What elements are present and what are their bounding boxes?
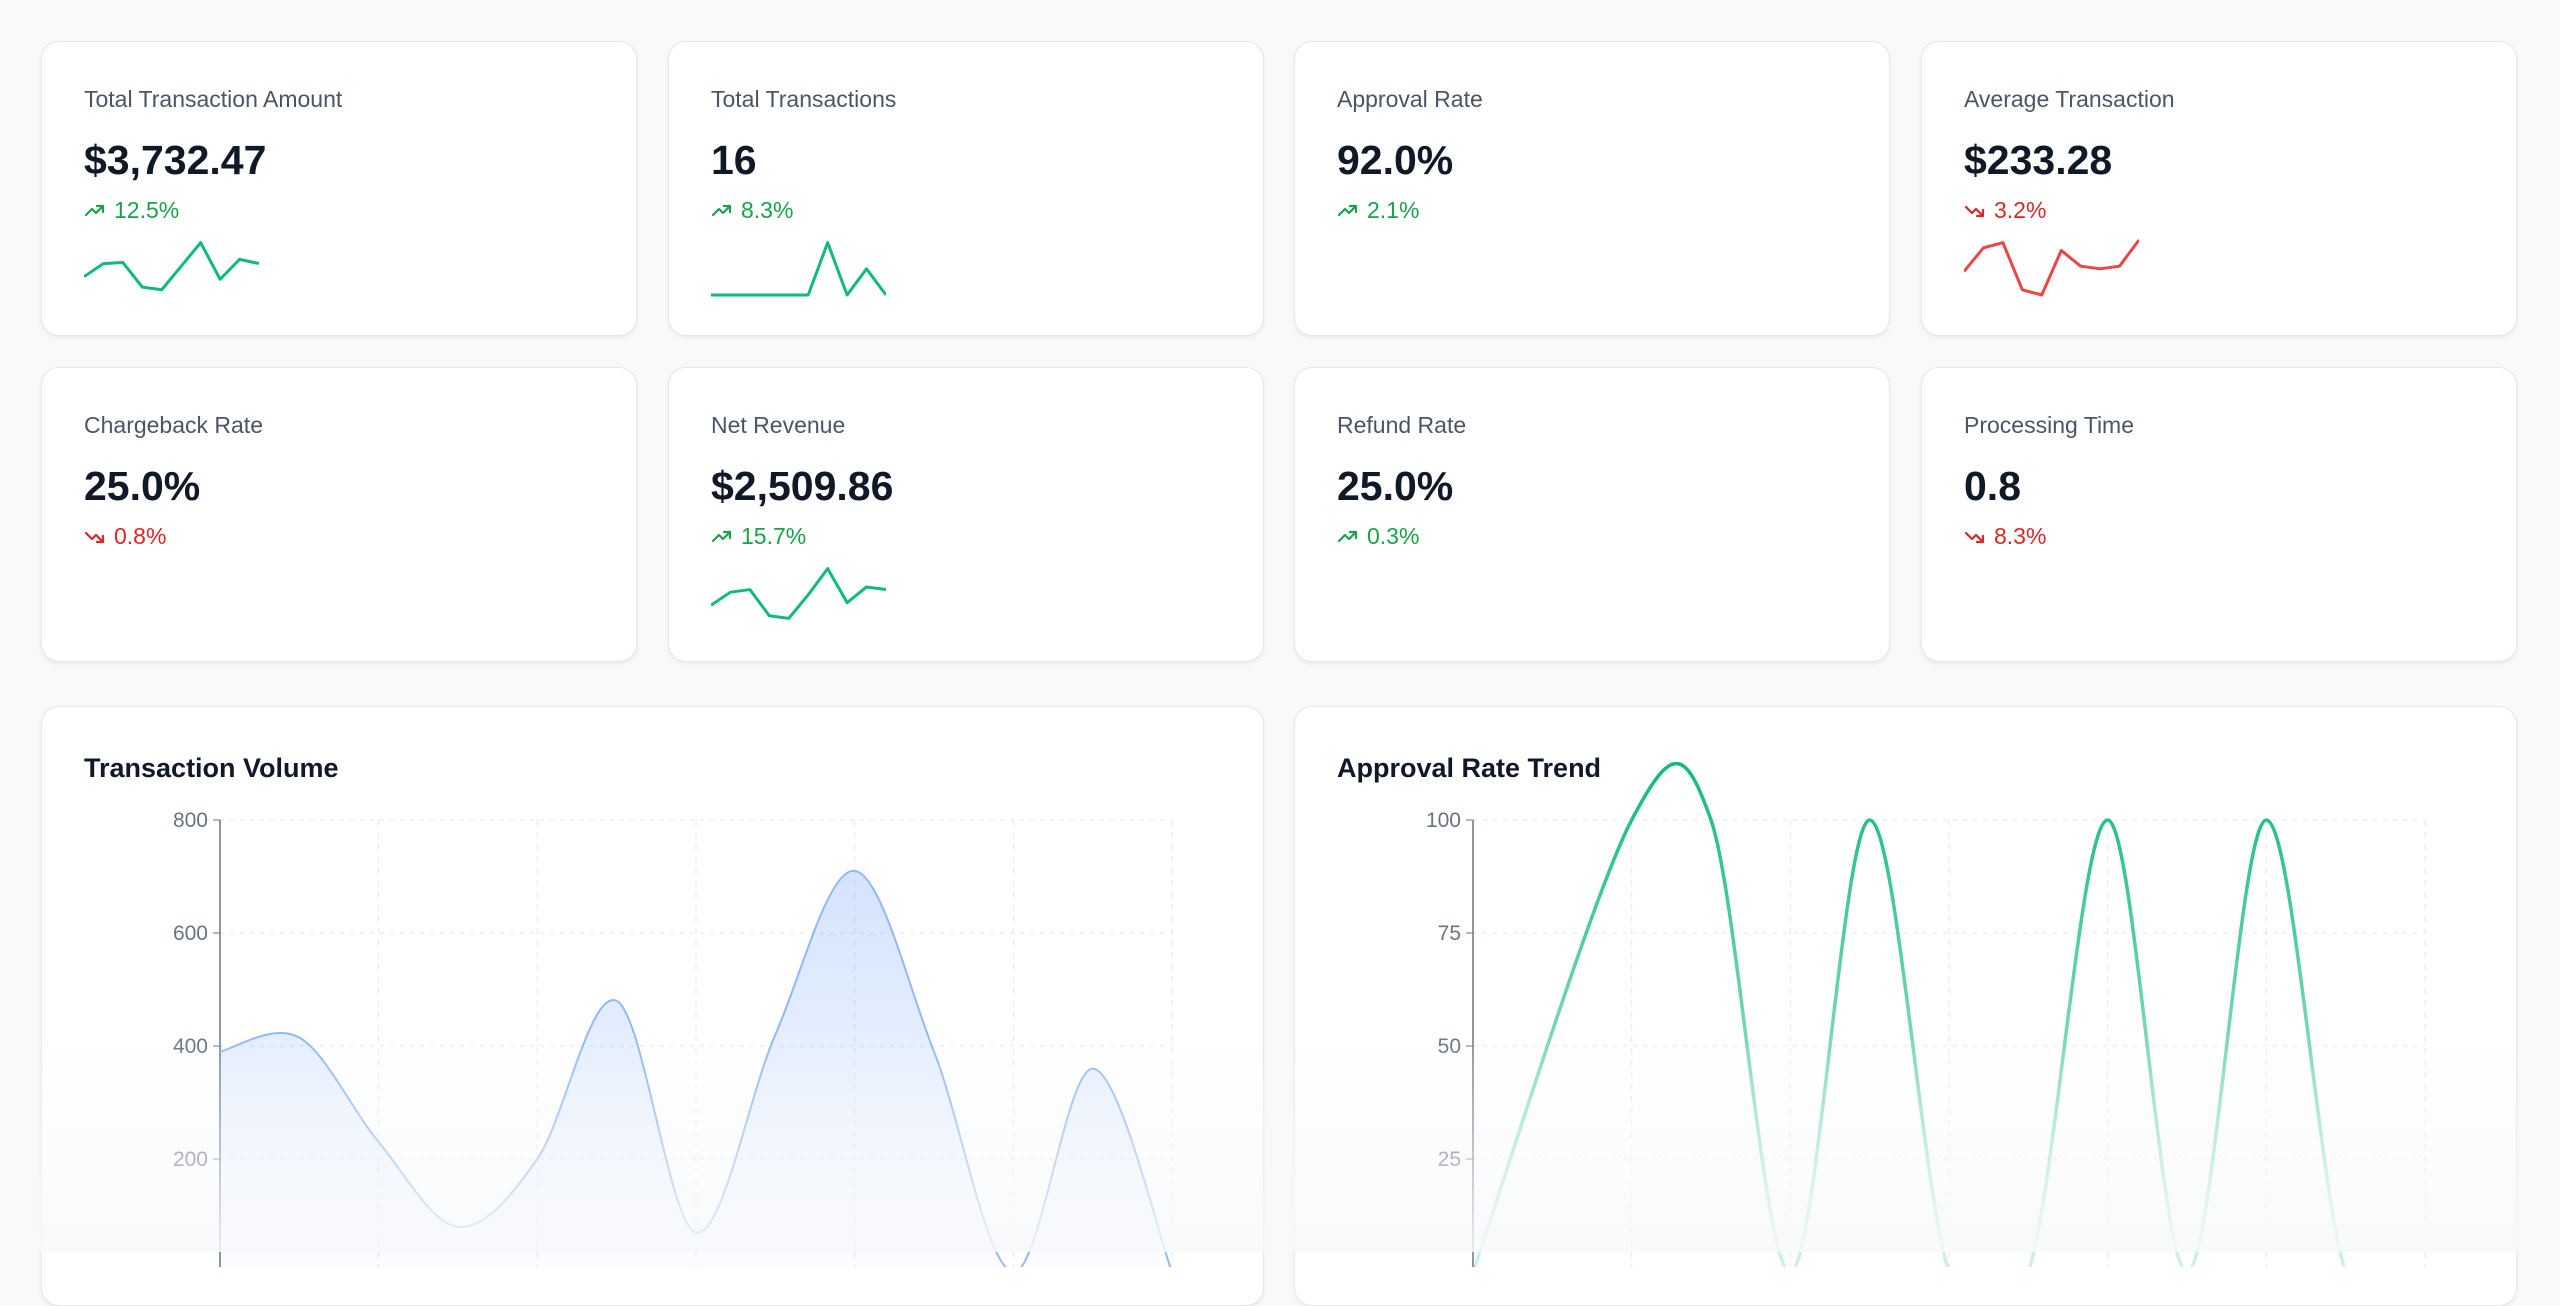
- chart-title: Approval Rate Trend: [1337, 753, 1602, 783]
- trending-down-icon: [1964, 205, 1985, 217]
- kpi-card: Total Transaction Amount $3,732.47 12.5%: [41, 41, 637, 336]
- kpi-label: Approval Rate: [1337, 86, 1483, 112]
- kpi-label: Average Transaction: [1964, 86, 2175, 112]
- y-tick-label: 200: [173, 1148, 208, 1171]
- kpi-trend: 0.3%: [1337, 523, 1419, 550]
- trending-up-icon: [711, 204, 732, 216]
- kpi-trend-value: 0.8%: [114, 523, 167, 549]
- kpi-trend-value: 12.5%: [114, 197, 180, 223]
- approval-rate-chart: 100 75 50 25: [1426, 761, 2426, 1267]
- kpi-trend: 2.1%: [1337, 197, 1419, 224]
- kpi-trend: 15.7%: [711, 523, 806, 550]
- kpi-label: Chargeback Rate: [84, 412, 263, 438]
- y-tick-label: 25: [1438, 1148, 1461, 1171]
- approval-line: [1472, 761, 2346, 1267]
- transaction-volume-chart: 800 600 400 200: [173, 809, 1173, 1267]
- kpi-value: 0.8: [1964, 463, 2021, 509]
- kpi-label: Net Revenue: [711, 412, 846, 438]
- kpi-card: Average Transaction $233.28 3.2%: [1921, 41, 2517, 336]
- trending-up-icon: [711, 530, 732, 542]
- transaction-volume-card: Transaction Volume 800 600 400 200: [41, 706, 1264, 1306]
- sparkline-path: [84, 241, 259, 292]
- kpi-label: Total Transaction Amount: [84, 86, 343, 112]
- kpi-card: Net Revenue $2,509.86 15.7%: [668, 367, 1264, 662]
- sparkline-path: [711, 241, 886, 297]
- approval-rate-card: Approval Rate Trend 100 75 50 25: [1294, 706, 2517, 1306]
- kpi-trend: 12.5%: [84, 197, 179, 224]
- trending-down-icon: [84, 531, 105, 543]
- y-tick-label: 100: [1426, 809, 1461, 832]
- kpi-trend-value: 8.3%: [741, 197, 794, 223]
- kpi-value: $3,732.47: [84, 137, 267, 183]
- kpi-value: 92.0%: [1337, 137, 1454, 183]
- kpi-trend-value: 15.7%: [741, 523, 807, 549]
- kpi-label: Refund Rate: [1337, 412, 1467, 438]
- y-tick-label: 50: [1438, 1035, 1461, 1058]
- kpi-card: Chargeback Rate 25.0% 0.8%: [41, 367, 637, 662]
- kpi-value: $233.28: [1964, 137, 2113, 183]
- sparkline: [711, 567, 886, 620]
- kpi-trend: 8.3%: [711, 197, 793, 224]
- kpi-label: Processing Time: [1964, 412, 2135, 438]
- kpi-trend: 3.2%: [1964, 197, 2046, 224]
- kpi-trend-value: 2.1%: [1367, 197, 1420, 223]
- trending-up-icon: [84, 204, 105, 216]
- kpi-value: 25.0%: [1337, 463, 1454, 509]
- trending-up-icon: [1337, 530, 1358, 542]
- y-tick-label: 75: [1438, 922, 1461, 945]
- kpi-value: $2,509.86: [711, 463, 894, 509]
- chart-title: Transaction Volume: [84, 753, 339, 783]
- y-tick-label: 400: [173, 1035, 208, 1058]
- sparkline-path: [711, 567, 886, 620]
- kpi-label: Total Transactions: [711, 86, 897, 112]
- y-tick-label: 800: [173, 809, 208, 832]
- sparkline: [711, 241, 886, 297]
- sparkline-path: [1964, 239, 2139, 297]
- sparkline: [1964, 239, 2139, 297]
- kpi-trend-value: 3.2%: [1994, 197, 2047, 223]
- trending-down-icon: [1964, 531, 1985, 543]
- kpi-card: Refund Rate 25.0% 0.3%: [1294, 367, 1890, 662]
- kpi-value: 16: [711, 137, 757, 183]
- kpi-trend-value: 0.3%: [1367, 523, 1420, 549]
- kpi-value: 25.0%: [84, 463, 201, 509]
- y-tick-label: 600: [173, 922, 208, 945]
- kpi-trend: 8.3%: [1964, 523, 2046, 550]
- kpi-card: Total Transactions 16 8.3%: [668, 41, 1264, 336]
- kpi-trend: 0.8%: [84, 523, 166, 550]
- kpi-card: Processing Time 0.8 8.3%: [1921, 367, 2517, 662]
- sparkline: [84, 241, 259, 292]
- trending-up-icon: [1337, 204, 1358, 216]
- kpi-trend-value: 8.3%: [1994, 523, 2047, 549]
- kpi-card: Approval Rate 92.0% 2.1%: [1294, 41, 1890, 336]
